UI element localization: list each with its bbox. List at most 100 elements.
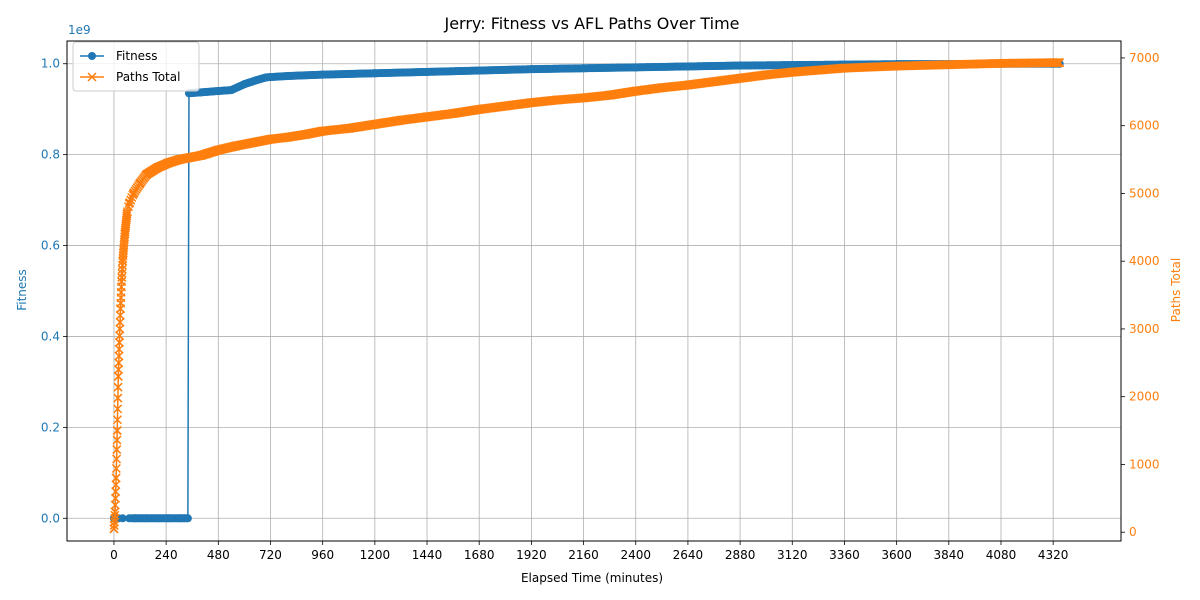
- legend: Fitness Paths Total: [72, 41, 200, 92]
- paths-total-point: [474, 104, 484, 114]
- paths-total-point: [300, 129, 310, 140]
- x-tick-label: 2400: [620, 548, 651, 562]
- paths-total-point: [944, 60, 954, 70]
- fitness-point: [788, 61, 797, 70]
- paths-total-point: [112, 435, 122, 445]
- fitness-point: [579, 64, 588, 73]
- paths-total-point: [552, 95, 563, 105]
- paths-total-point: [185, 153, 195, 163]
- paths-total-point: [631, 86, 641, 96]
- x-tick-label: 240: [155, 548, 178, 562]
- fitness-point: [527, 65, 536, 74]
- x-tick-label: 960: [311, 548, 334, 562]
- paths-total-point: [231, 141, 241, 151]
- paths-total-point: [110, 510, 120, 520]
- fitness-point: [227, 86, 236, 95]
- paths-total-point: [113, 404, 123, 414]
- fitness-point: [240, 80, 249, 89]
- left-y-axis-label: Fitness: [15, 269, 29, 311]
- paths-total-point: [163, 158, 173, 168]
- paths-total-point: [115, 304, 126, 314]
- x-tick-label: 2160: [568, 548, 599, 562]
- paths-total-point: [113, 393, 123, 403]
- fitness-point: [142, 514, 151, 523]
- fitness-point: [736, 61, 745, 70]
- paths-total-point: [117, 276, 127, 287]
- fitness-point: [183, 514, 192, 523]
- paths-total-point: [115, 331, 125, 341]
- paths-total-point: [709, 77, 719, 87]
- paths-total-point: [735, 73, 745, 83]
- paths-total-point: [111, 487, 121, 497]
- chart-title: Jerry: Fitness vs AFL Paths Over Time: [443, 14, 739, 33]
- fitness-point: [370, 69, 379, 78]
- paths-total-point: [114, 337, 124, 348]
- paths-total-point: [1048, 58, 1058, 68]
- left-y-tick-label: 1.0: [41, 57, 60, 71]
- paths-total-point: [114, 344, 124, 354]
- right-y-axis-label: Paths Total: [1169, 258, 1183, 322]
- right-y-tick-label: 5000: [1129, 186, 1160, 200]
- paths-total-point: [111, 473, 121, 483]
- paths-total-point: [318, 126, 328, 136]
- paths-total-point: [787, 67, 797, 77]
- legend-paths-marker: [87, 72, 97, 82]
- fitness-point: [318, 70, 327, 79]
- x-tick-label: 3600: [881, 548, 912, 562]
- legend-paths-label: Paths Total: [116, 70, 180, 84]
- x-tick-label: 4320: [1038, 548, 1069, 562]
- right-y-tick-label: 2000: [1129, 390, 1160, 404]
- paths-total-point: [892, 61, 902, 71]
- paths-total-point: [605, 90, 615, 100]
- left-y-tick-label: 0.6: [41, 239, 60, 253]
- paths-total-point: [110, 500, 120, 510]
- x-axis-label: Elapsed Time (minutes): [521, 571, 663, 585]
- fitness-point: [262, 73, 271, 82]
- right-y-tick-label: 3000: [1129, 322, 1160, 336]
- fitness-point: [153, 514, 162, 523]
- axes: 0 240 480 720 960 1200 1440 1680 1920 2160 2400 264…: [41, 51, 1160, 562]
- left-axis-offset-text: 1e9: [68, 23, 91, 37]
- paths-total-point: [1051, 58, 1061, 68]
- x-tick-label: 1680: [464, 548, 495, 562]
- paths-total-point: [114, 351, 124, 361]
- x-tick-label: 480: [207, 548, 230, 562]
- x-tick-label: 1920: [516, 548, 547, 562]
- paths-total-point: [248, 138, 258, 148]
- paths-total-point: [115, 310, 125, 320]
- paths-total-point: [344, 123, 354, 133]
- fitness-point: [283, 72, 292, 80]
- paths-total-point: [174, 155, 184, 165]
- paths-total-point: [112, 445, 122, 455]
- paths-total-point: [422, 112, 432, 122]
- paths-total-point: [113, 382, 123, 392]
- paths-total-point: [114, 358, 124, 368]
- x-tick-label: 4080: [986, 548, 1017, 562]
- paths-total-point: [526, 98, 536, 108]
- paths-total-point: [1052, 58, 1062, 68]
- right-y-tick-label: 6000: [1129, 119, 1160, 133]
- fitness-point: [196, 88, 205, 97]
- fitness-point: [214, 87, 223, 95]
- paths-total-point: [122, 209, 132, 219]
- fitness-point: [164, 514, 173, 523]
- paths-total-point: [111, 480, 121, 490]
- paths-total-point: [500, 101, 510, 111]
- fitness-point: [475, 66, 484, 75]
- x-tick-label: 720: [259, 548, 282, 562]
- legend-fitness-label: Fitness: [116, 49, 158, 63]
- fitness-point: [251, 76, 260, 85]
- left-y-tick-label: 0.8: [41, 148, 60, 162]
- paths-total-point: [1055, 58, 1065, 68]
- paths-total-point: [109, 524, 119, 534]
- paths-total-point: [110, 507, 120, 517]
- plot-frame: [66, 40, 1122, 542]
- paths-total-point: [111, 463, 121, 474]
- left-y-tick-label: 0.4: [41, 329, 60, 343]
- paths-total-point: [124, 199, 134, 209]
- paths-total-point: [142, 169, 152, 179]
- fitness-point: [131, 514, 140, 523]
- paths-total-point: [152, 163, 162, 173]
- fitness-point: [125, 514, 134, 523]
